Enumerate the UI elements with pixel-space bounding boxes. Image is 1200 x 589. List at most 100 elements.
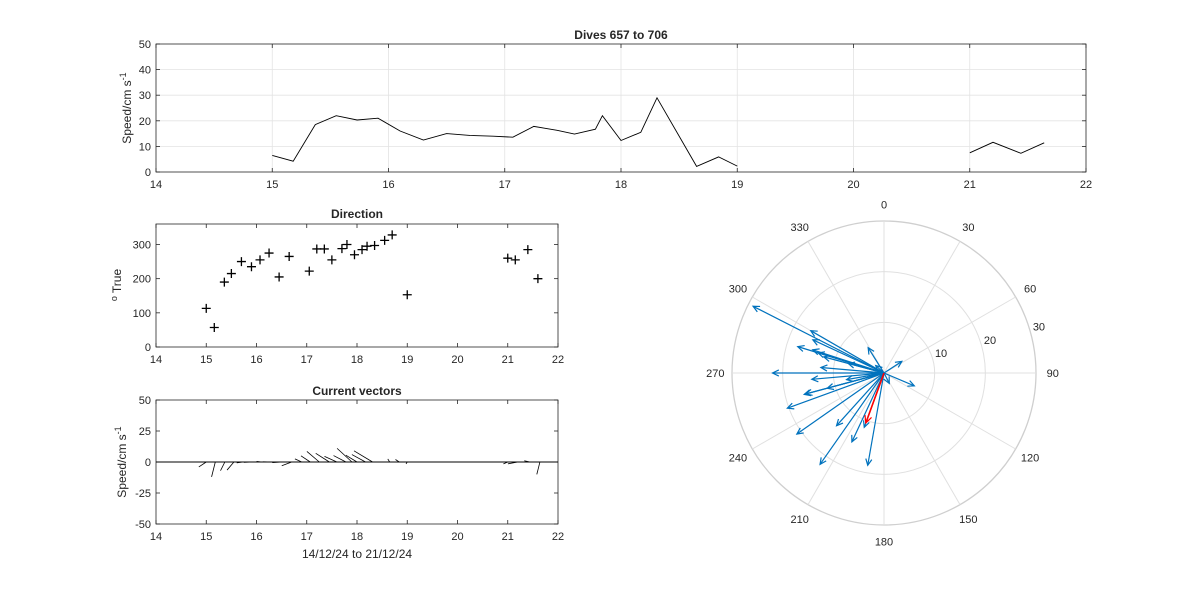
polar-angle-label: 210	[790, 514, 808, 526]
direction-xtick-label: 16	[250, 354, 262, 366]
vectors-xtick-label: 15	[200, 531, 212, 543]
polar-vector-line	[848, 362, 885, 374]
current-vector-stick	[306, 451, 320, 463]
direction-ytick-label: 0	[145, 342, 151, 354]
direction-ticks: 14 15 16 17 18 19 20 21 22 0 100 200 300	[133, 224, 564, 366]
direction-xtick-label: 19	[401, 354, 413, 366]
vectors-xtick-label: 16	[250, 531, 262, 543]
direction-point	[327, 255, 337, 265]
polar-angle-label: 120	[1021, 452, 1039, 464]
direction-xtick-label: 20	[451, 354, 463, 366]
direction-point	[319, 244, 329, 254]
polar-vectors	[751, 305, 916, 467]
direction-point	[274, 272, 284, 282]
polar-vector-line	[883, 372, 890, 384]
current-vector-stick	[336, 448, 353, 463]
polar-vector-arrowhead	[862, 420, 870, 429]
speed-ylabel-text: Speed/cm s	[120, 80, 134, 143]
vectors-ylabel-sup: -1	[113, 426, 123, 434]
vectors-xtick-label: 14	[150, 531, 162, 543]
current-vector-stick	[524, 460, 530, 463]
current-vector-stick	[211, 461, 216, 477]
direction-points	[201, 230, 543, 333]
polar-vector-line	[787, 372, 885, 409]
polar-vector-arrowhead	[811, 348, 820, 356]
speed-xtick-label: 14	[150, 179, 162, 191]
vectors-xtick-label: 19	[401, 531, 413, 543]
current-vector-stick	[351, 454, 366, 463]
polar-angle-label: 0	[881, 199, 887, 211]
direction-point	[284, 251, 294, 261]
vectors-xtick-label: 21	[502, 531, 514, 543]
direction-ytick-label: 100	[133, 308, 151, 320]
speed-xtick-label: 19	[731, 179, 743, 191]
polar-vector-line	[836, 372, 885, 427]
current-vector-stick	[333, 455, 347, 463]
direction-point	[337, 244, 347, 254]
current-vector-stick	[256, 460, 262, 463]
polar-vector-arrowhead	[867, 346, 875, 355]
direction-point	[503, 253, 513, 263]
polar-vector-arrowhead	[796, 344, 805, 352]
direction-point	[342, 240, 352, 249]
vectors-ytick-label: -50	[135, 519, 151, 531]
speed-grid	[156, 44, 1086, 172]
direction-point	[255, 255, 265, 265]
polar-vector-arrowhead	[825, 383, 835, 391]
speed-title: Dives 657 to 706	[574, 28, 668, 42]
current-vector-stick	[324, 456, 338, 463]
vectors-ytick-label: 50	[139, 395, 151, 407]
polar-vector-line	[752, 305, 885, 374]
current-vector-stick	[226, 461, 235, 471]
speed-xtick-label: 20	[847, 179, 859, 191]
vectors-ytick-label: 25	[139, 426, 151, 438]
speed-ylabel: Speed/cm s-1	[118, 72, 134, 143]
polar-vector-arrowhead	[822, 354, 831, 362]
polar-angle-label: 300	[729, 284, 747, 296]
polar-vector-arrowhead	[819, 457, 827, 466]
direction-point	[226, 269, 236, 279]
polar-angle-label: 180	[875, 537, 893, 549]
polar-vector-arrowhead	[851, 434, 858, 444]
polar-compass-axes: 0 30 60 90 120 150 180 210 240 270 300 330 10 20 30	[706, 199, 1059, 548]
vectors-xtick-label: 17	[301, 531, 313, 543]
direction-point	[264, 248, 274, 258]
vectors-ylabel-text: Speed/cm s	[115, 434, 129, 497]
current-vector-stick	[345, 454, 358, 463]
polar-ticks: 0 30 60 90 120 150 180 210 240 270 300 330 10 20 30	[706, 199, 1059, 548]
current-vector-stick	[220, 461, 226, 471]
speed-ytick-label: 0	[145, 167, 151, 179]
polar-radius-label: 10	[935, 348, 947, 360]
speed-xtick-label: 18	[615, 179, 627, 191]
speed-ytick-label: 10	[139, 141, 151, 153]
polar-spoke	[807, 372, 885, 505]
direction-axes: 14 15 16 17 18 19 20 21 22 0 100 200 300 Direction o…	[109, 207, 564, 366]
polar-vector-line	[827, 372, 885, 389]
polar-radius-label: 30	[1033, 322, 1045, 334]
current-vector-stick	[281, 461, 292, 467]
polar-vector-line	[867, 347, 885, 374]
polar-vector-arrowhead	[819, 364, 828, 372]
polar-vector-line	[883, 372, 915, 387]
speed-ylabel-sup: -1	[118, 72, 128, 80]
direction-axes-box	[155, 223, 559, 348]
polar-vector-arrowhead	[771, 369, 780, 377]
current-vector-stick	[294, 458, 302, 463]
polar-vector-arrowhead	[883, 376, 890, 385]
direction-ylabel-prefix: o	[109, 296, 119, 301]
speed-xtick-label: 21	[964, 179, 976, 191]
speed-xtick-label: 16	[382, 179, 394, 191]
polar-vector-arrowhead	[907, 380, 916, 387]
speed-line	[272, 96, 738, 167]
vectors-sticks	[156, 448, 558, 477]
speed-timeseries-axes: 14 15 16 17 18 19 20 21 22 0 10 20 30 40 50 Dives 657 …	[118, 28, 1092, 191]
polar-vector-line	[810, 330, 885, 374]
polar-spoke	[807, 241, 885, 374]
direction-xtick-label: 18	[351, 354, 363, 366]
current-vector-stick	[387, 458, 391, 463]
polar-vector-arrowhead	[795, 427, 804, 435]
direction-ytick-label: 200	[133, 274, 151, 286]
speed-ytick-label: 20	[139, 116, 151, 128]
direction-ytick-label: 300	[133, 240, 151, 252]
